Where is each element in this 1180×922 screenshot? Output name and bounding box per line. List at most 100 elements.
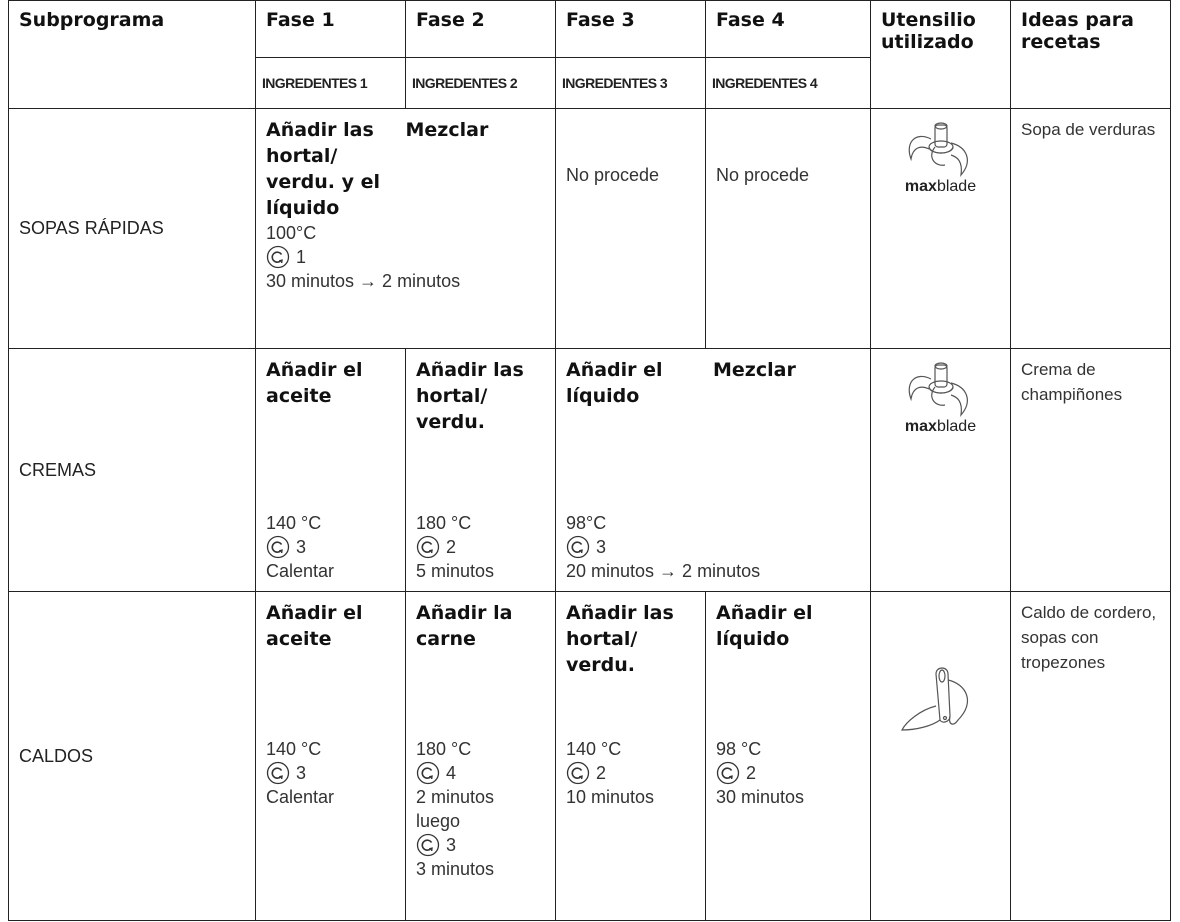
header-cell: Fase 4 [705, 0, 871, 58]
tool-wrap [881, 660, 1000, 745]
recipe-ideas: Sopa de verduras [1010, 108, 1171, 349]
speed-icon [416, 833, 440, 857]
action: Mezclar [405, 119, 489, 141]
action: Añadir las hortal/ verdu. [416, 359, 524, 433]
actions: Añadir las hortal/ verdu. [566, 600, 695, 737]
recipe-ideas: Caldo de cordero, sopas con tropezones [1010, 591, 1171, 921]
brand-bold: max [904, 178, 937, 195]
actions: Añadir la carne [416, 600, 545, 737]
table-body: SOPAS RÁPIDAS Añadir las hortal/ verdu. y… [8, 108, 1171, 921]
program-name: CREMAS [8, 348, 256, 592]
detail-line: 20 minutos → 2 minutos [566, 561, 761, 581]
phase-content: No procede [566, 117, 695, 340]
speed-icon [566, 761, 590, 785]
detail-line: 3 minutos [416, 859, 495, 879]
phase-note: No procede [716, 165, 810, 185]
actions: Añadir las hortal/ verdu. y el líquido Me… [266, 117, 545, 221]
phase-cell: Añadir las hortal/ verdu. 180 °C 2 5 minuto… [405, 348, 556, 592]
actions: Añadir el líquido Mezclar [566, 357, 860, 409]
brand-regular: blade [936, 418, 977, 435]
header-cell: Fase 1 [255, 0, 406, 58]
header-cell: Utensilio utilizado [870, 0, 1011, 109]
detail-line: 140 °C [266, 739, 322, 759]
details: 180 °C 2 5 minutos [416, 511, 545, 583]
speed-icon [416, 535, 440, 559]
speed-line: 3 [416, 833, 545, 857]
action: Añadir el líquido [566, 359, 663, 407]
tool-cell: maxblade [870, 348, 1011, 592]
details: 140 °C 3 Calentar [266, 737, 395, 809]
tool-cell [870, 591, 1011, 921]
phase-content: Añadir las hortal/ verdu. 140 °C 2 10 minut… [566, 600, 695, 912]
header-cell: Subprograma [8, 0, 256, 109]
action: Añadir las hortal/ verdu. [566, 602, 674, 676]
program-name: CALDOS [8, 591, 256, 921]
details: 140 °C 3 Calentar [266, 511, 395, 583]
speed: 2 [746, 763, 757, 783]
phase-content: Añadir el aceite 140 °C 3 Calentar [266, 600, 395, 912]
phase-content: Añadir el aceite 140 °C 3 Calentar [266, 357, 395, 583]
phase-cell: Añadir el líquido 98 °C 2 30 minutos [705, 591, 871, 921]
action: Añadir el líquido [716, 602, 813, 650]
recipe-ideas: Crema de champiñones [1010, 348, 1171, 592]
brand-regular: blade [936, 178, 977, 195]
ingredients-cell: INGREDENTES 4 [705, 57, 871, 109]
detail-line: 100°C [266, 223, 317, 243]
phase-content: No procede [716, 117, 860, 340]
speed-icon [266, 535, 290, 559]
details: 180 °C 4 2 minutos luego 3 3 minutos [416, 737, 545, 881]
detail-line: 2 minutos [416, 787, 495, 807]
detail-line: Calentar [266, 561, 335, 581]
ingredients-cell: INGREDENTES 3 [555, 57, 706, 109]
phase-cell: No procede [705, 108, 871, 349]
blade-icon [908, 122, 968, 177]
action: Mezclar [713, 359, 796, 381]
speed-icon [566, 535, 590, 559]
speed: 3 [596, 537, 607, 557]
ingredients-cell: INGREDENTES 1 [255, 57, 406, 109]
speed: 3 [296, 537, 307, 557]
action: Añadir el aceite [266, 602, 363, 650]
speed-line: 2 [416, 535, 545, 559]
tool-cell: maxblade [870, 108, 1011, 349]
detail-line: 140 °C [566, 739, 622, 759]
speed-line: 1 [266, 245, 545, 269]
tool-brand: maxblade [881, 418, 1000, 436]
speed-line: 3 [566, 535, 860, 559]
detail-line: 5 minutos [416, 561, 495, 581]
detail-line: luego [416, 811, 461, 831]
phase-content: Añadir la carne 180 °C 4 2 minutos luego 3 3 m… [416, 600, 545, 912]
action: Añadir la carne [416, 602, 513, 650]
details: 98 °C 2 30 minutos [716, 737, 860, 809]
table-row: SOPAS RÁPIDAS Añadir las hortal/ verdu. y… [8, 108, 1171, 349]
phase-content: Añadir el líquido Mezclar 98°C 3 20 minutos … [566, 357, 860, 583]
header-cell: Ideas para recetas [1010, 0, 1171, 109]
detail-line: 30 minutos → 2 minutos [266, 271, 461, 291]
detail-line: 30 minutos [716, 787, 805, 807]
phase-cell: Añadir la carne 180 °C 4 2 minutos luego 3 3 m… [405, 591, 556, 921]
blade-icon [908, 362, 968, 417]
phase-cell: Añadir las hortal/ verdu. 140 °C 2 10 minut… [555, 591, 706, 921]
speed: 2 [446, 537, 457, 557]
speed: 1 [296, 247, 307, 267]
phase-cell: No procede [555, 108, 706, 349]
paddle-icon [900, 667, 968, 731]
speed: 3 [446, 835, 457, 855]
speed-line: 4 [416, 761, 545, 785]
speed-line: 3 [266, 761, 395, 785]
phase-cell: Añadir el aceite 140 °C 3 Calentar [255, 348, 406, 592]
actions: Añadir las hortal/ verdu. [416, 357, 545, 435]
speed: 4 [446, 763, 457, 783]
detail-line: 10 minutos [566, 787, 655, 807]
action: Añadir el aceite [266, 359, 363, 407]
speed: 3 [296, 763, 307, 783]
speed-line: 2 [716, 761, 860, 785]
speed: 2 [596, 763, 607, 783]
table-row: CREMAS Añadir el aceite 140 °C 3 Calentar Aña… [8, 348, 1171, 592]
actions: Añadir el aceite [266, 357, 395, 409]
details: 100°C 1 30 minutos → 2 minutos [266, 221, 545, 293]
phase-cell: Añadir el aceite 140 °C 3 Calentar [255, 591, 406, 921]
phase-note: No procede [566, 165, 660, 185]
detail-line: 180 °C [416, 739, 472, 759]
